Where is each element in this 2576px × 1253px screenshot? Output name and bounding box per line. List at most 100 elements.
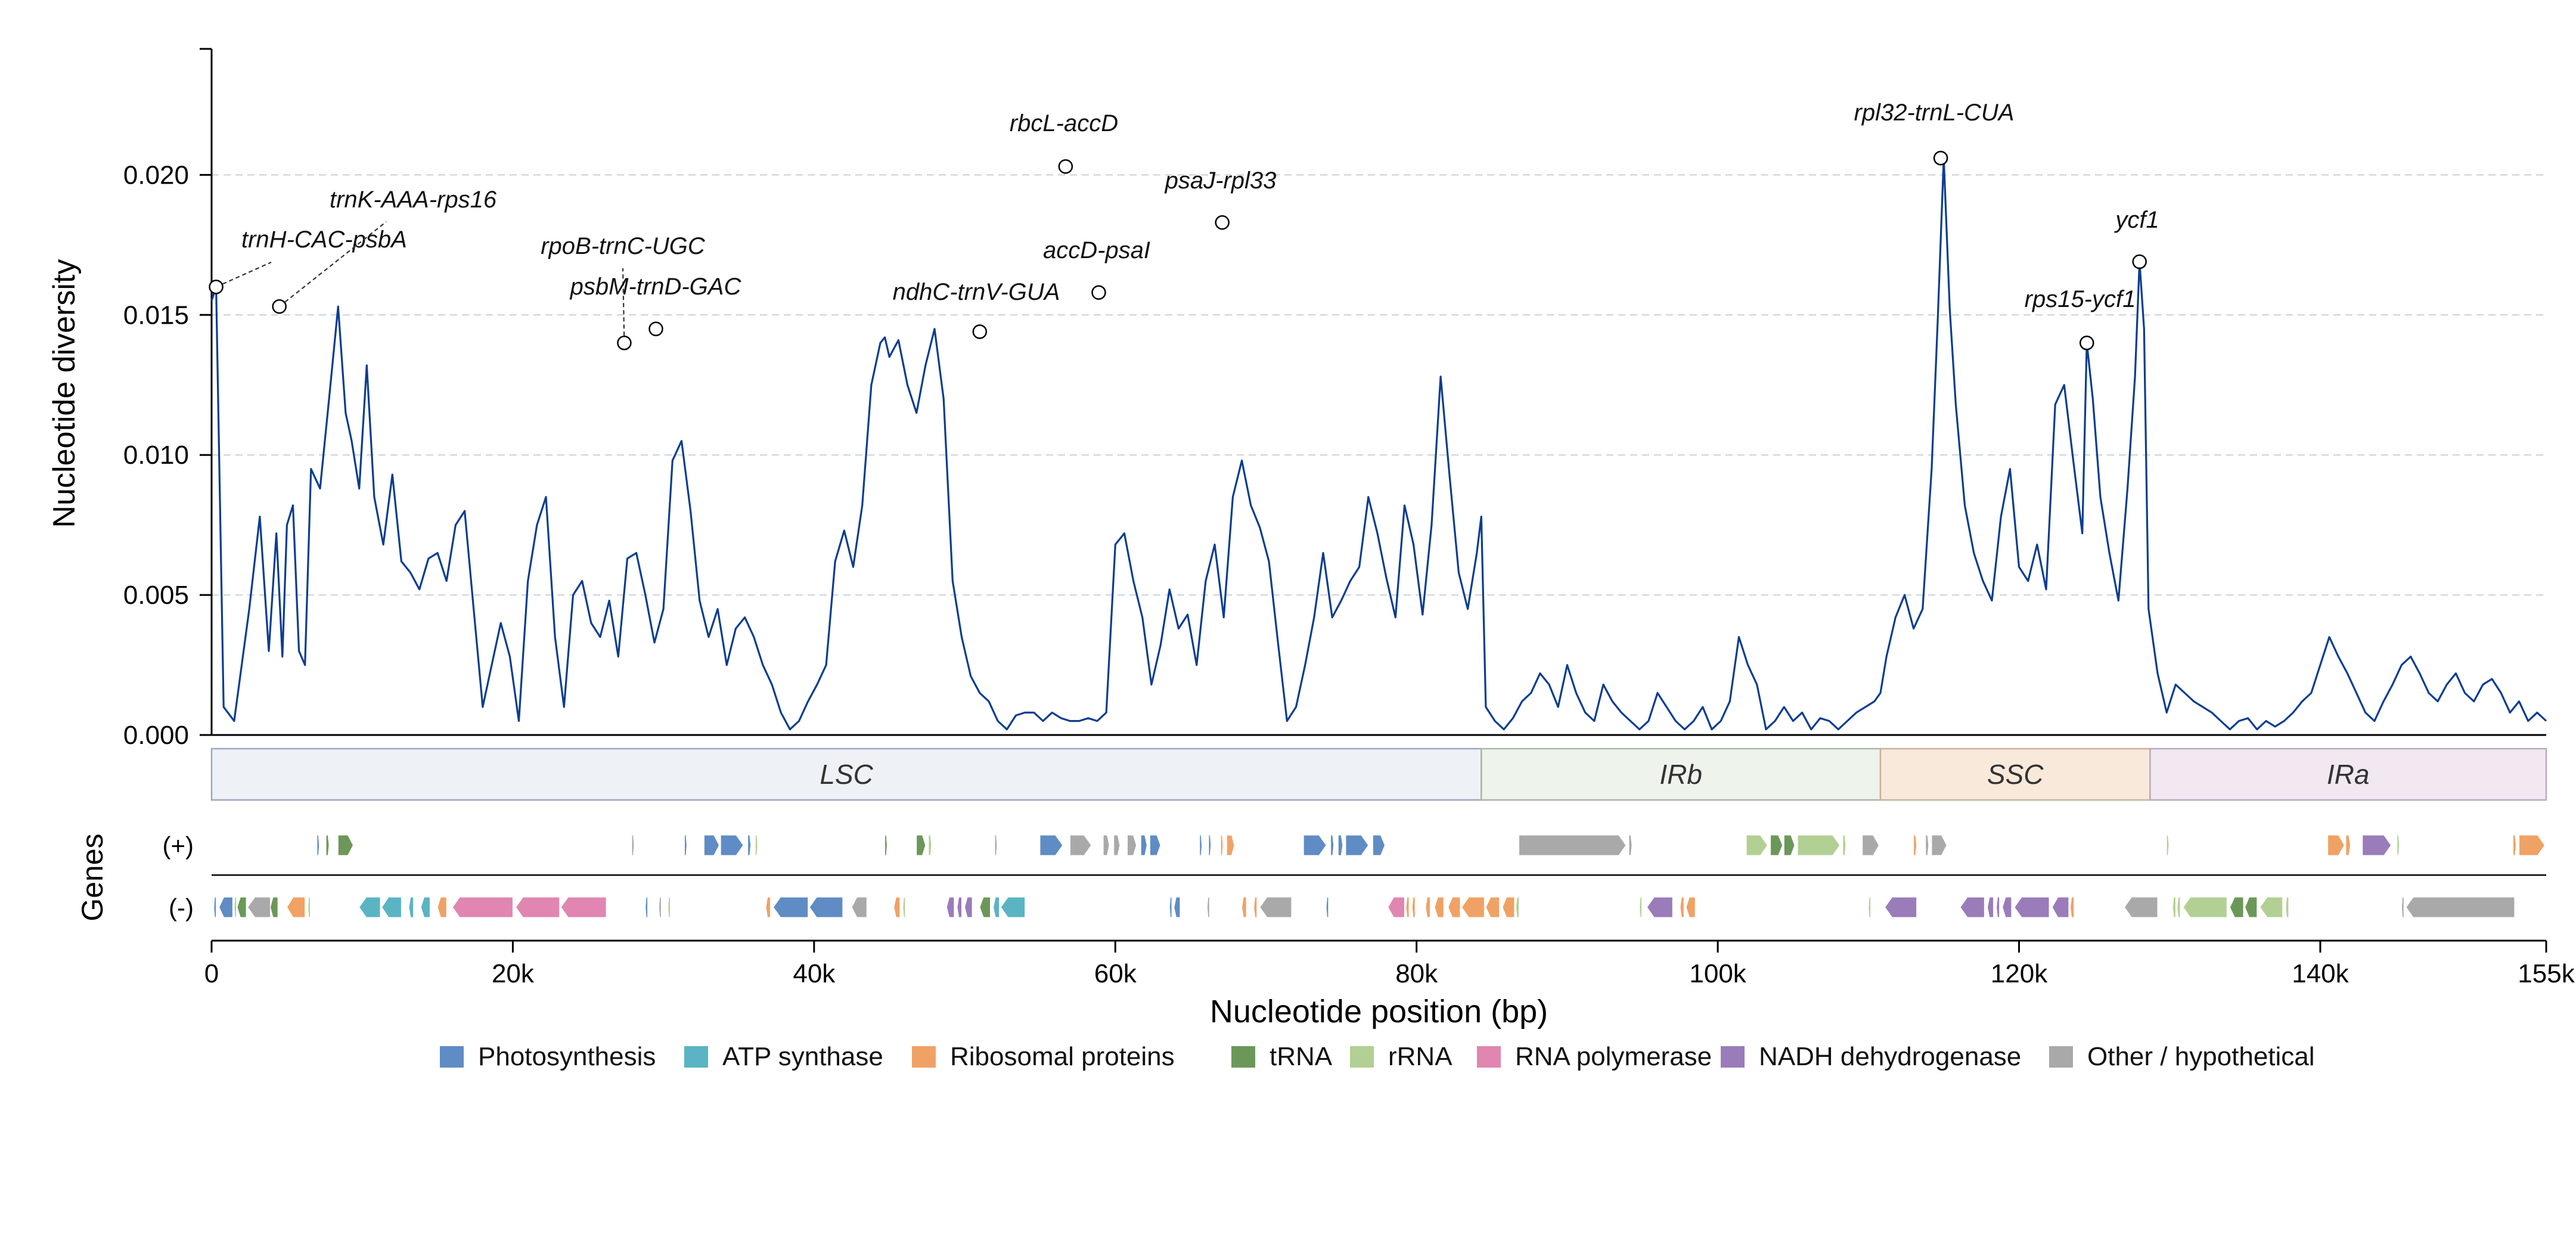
x-tick-label: 140k [2292, 959, 2349, 988]
gene-rrna [755, 835, 758, 856]
region-lsc [210, 748, 1482, 801]
gene-ribo [893, 897, 901, 918]
legend-label-rrna: rRNA [1388, 1042, 1453, 1071]
gene-photo [720, 835, 744, 856]
plus-strand-label: (+) [163, 832, 194, 860]
gene-other [1519, 835, 1627, 856]
legend-label-trna: tRNA [1270, 1042, 1333, 1071]
x-tick-label: 100k [1689, 959, 1746, 988]
gene-ndh [2002, 897, 2012, 918]
gene-ribo [1242, 897, 1247, 918]
gene-photo [703, 835, 720, 856]
gene-atp [993, 897, 1000, 918]
legend-swatch-atp [684, 1046, 708, 1068]
peak-marker [2132, 254, 2147, 269]
gene-ribo [1226, 835, 1235, 856]
gene-ndh [1646, 897, 1673, 918]
region-label: SSC [1987, 759, 2044, 790]
gene-photo [684, 835, 687, 856]
gene-ribo [2345, 835, 2351, 856]
y-tick-label: 0.010 [123, 441, 189, 470]
legend-swatch-rnap [1477, 1046, 1501, 1068]
legend-label-photo: Photosynthesis [478, 1042, 656, 1071]
gene-photo [1345, 835, 1369, 856]
gene-atp [420, 897, 430, 918]
y-ticks: 0.000 0.005 0.010 0.015 0.020 [123, 160, 212, 750]
gene-ndh [946, 897, 955, 918]
gene-rnap [1388, 897, 1405, 918]
region-label: IRb [1659, 759, 1702, 790]
gene-other [851, 897, 867, 918]
gene-other [1113, 835, 1121, 856]
gene-rrna [2397, 835, 2400, 856]
gene-ribo [1686, 897, 1696, 918]
gene-other [631, 835, 635, 856]
gene-rrna [2260, 897, 2283, 918]
gene-ribo [1253, 897, 1258, 918]
gene-rrna [668, 897, 671, 918]
gene-photo [219, 897, 233, 918]
gene-ndh [1987, 897, 1994, 918]
gene-trna [2229, 897, 2244, 918]
gene-photo [1330, 835, 1334, 856]
gene-ribo [437, 897, 447, 918]
gene-other [1206, 897, 1210, 918]
x-tick-label: 60k [1094, 959, 1137, 988]
gene-other [1259, 897, 1292, 918]
gene-photo [213, 897, 217, 918]
gene-other [1069, 835, 1092, 856]
peak-marker [1058, 159, 1073, 174]
gene-ribo [1425, 897, 1430, 918]
gene-other [2401, 897, 2404, 918]
region-irb [1481, 748, 1882, 801]
gene-ribo [2327, 835, 2345, 856]
gene-other [659, 897, 662, 918]
gene-photo [316, 835, 320, 856]
gene-rrna [1797, 835, 1841, 856]
gene-rrna [308, 897, 311, 918]
gene-ribo [1913, 835, 1917, 856]
gene-trna [337, 835, 354, 856]
gene-other [247, 897, 271, 918]
gene-photo [1337, 835, 1343, 856]
gene-ribo [1411, 897, 1416, 918]
gene-trna [979, 897, 991, 918]
leader-line [279, 221, 387, 308]
gene-ribo [286, 897, 306, 918]
gene-ribo [2519, 835, 2546, 856]
gene-photo [1303, 835, 1327, 856]
gene-other [1931, 835, 1947, 856]
y-tick-label: 0.015 [123, 300, 189, 330]
gene-photo [1039, 835, 1063, 856]
gene-ribo [1448, 897, 1461, 918]
gene-ribo [2069, 897, 2075, 918]
legend-swatch-other [2049, 1046, 2073, 1068]
gene-ndh [964, 897, 973, 918]
gene-ribo [1434, 897, 1444, 918]
gene-other [2406, 897, 2515, 918]
gene-rrna [1639, 897, 1642, 918]
legend-swatch-ribo [912, 1046, 936, 1068]
gene-photo [1149, 835, 1161, 856]
gene-other [2124, 897, 2158, 918]
legend-swatch-photo [440, 1046, 464, 1068]
region-ira [2149, 748, 2547, 801]
legend-swatch-trna [1231, 1046, 1255, 1068]
peak-marker [2079, 336, 2094, 351]
gene-atp [1000, 897, 1026, 918]
gene-atp [381, 897, 402, 918]
gene-photo [772, 897, 809, 918]
legend-label-ndh: NADH dehydrogenase [1759, 1042, 2021, 1071]
gene-rrna [2183, 897, 2227, 918]
peak-marker [1091, 285, 1106, 300]
gene-ndh [1884, 897, 1917, 918]
gene-photo [1199, 835, 1203, 856]
peak-label: psbM-trnD-GAC [570, 274, 742, 300]
region-label: LSC [820, 759, 873, 790]
gene-rrna [2166, 835, 2170, 856]
y-gridlines [212, 174, 2546, 596]
gene-trna [2245, 897, 2258, 918]
gene-photo [1208, 835, 1212, 856]
peak-markers: trnH-CAC-psbA trnK-AAA-rps16 rpoB-trnC-UGC… [209, 100, 2159, 351]
gene-photo [1140, 835, 1147, 856]
